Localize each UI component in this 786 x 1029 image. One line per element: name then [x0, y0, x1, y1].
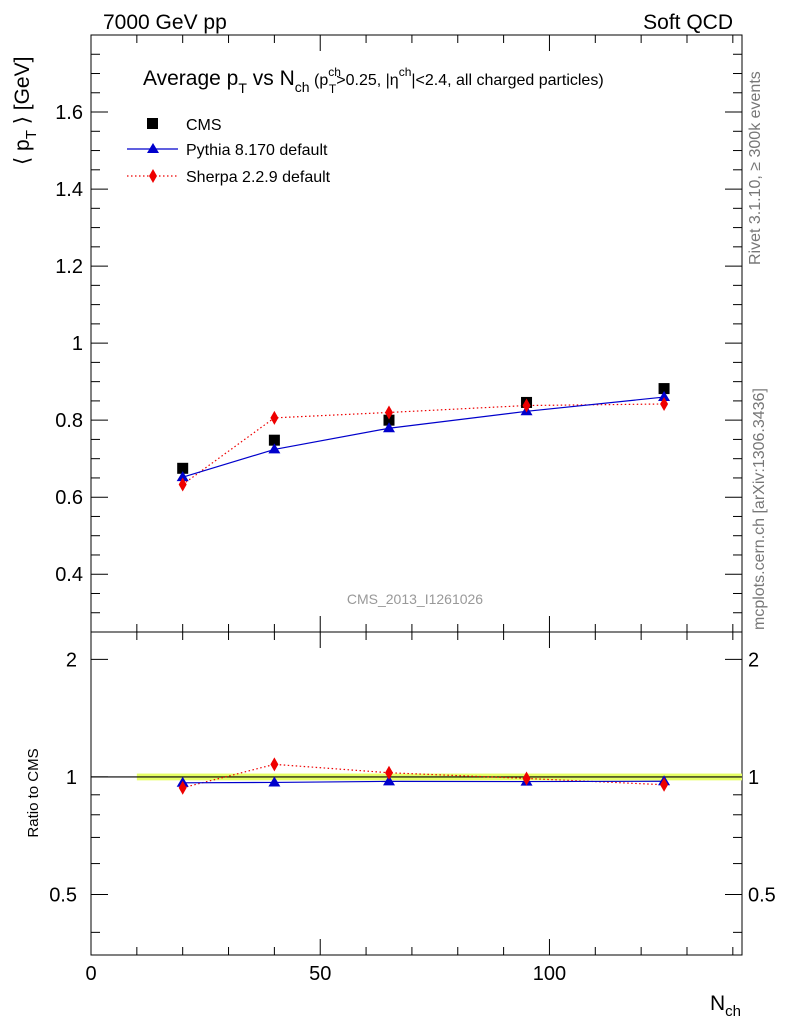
cms-point	[177, 462, 189, 474]
energy-label: 7000 GeV pp	[103, 11, 227, 34]
ratio-y-tick-label-right: 1	[748, 767, 759, 789]
ratio-panel-frame	[90, 631, 743, 956]
title-vs-sub: ch	[295, 79, 310, 95]
ratio-y-tick-label-right: 0.5	[748, 885, 776, 907]
legend-label-cms: CMS	[186, 117, 222, 134]
pythia-point	[176, 471, 189, 482]
ratio-pythia-point	[268, 776, 281, 787]
rivet-label: Rivet 3.1.10, ≥ 300k events	[747, 71, 764, 265]
x-label-main: N	[710, 992, 725, 1015]
title-cut-pt-sup: ch	[328, 65, 341, 79]
ratio-y-tick-label-left: 1	[66, 767, 77, 789]
legend-marker-sherpa	[149, 169, 157, 183]
y-tick-label: 1.2	[55, 256, 83, 278]
y-label-close: ⟩ [GeV]	[11, 57, 34, 131]
y-tick-label: 1.6	[55, 102, 83, 124]
pythia-line	[182, 396, 665, 478]
pythia-point	[268, 443, 281, 454]
x-label-sub: ch	[725, 1003, 741, 1020]
legend: CMS Pythia 8.170 default Sherpa 2.2.9 de…	[127, 117, 331, 186]
ratio-sherpa-point	[270, 757, 279, 772]
cms-point	[658, 383, 670, 395]
legend-marker-cms	[147, 118, 158, 129]
category-label: Soft QCD	[643, 11, 733, 34]
y-tick-label: 0.4	[55, 564, 83, 586]
ratio-y-tick-label-left: 2	[66, 649, 77, 671]
cms-point	[383, 414, 395, 426]
title-cut-end: |<2.4, all charged particles)	[411, 72, 603, 89]
cms-point	[268, 434, 280, 446]
title-cut-open: (p	[310, 72, 329, 89]
pythia-point	[658, 391, 671, 402]
y-tick-label: 0.8	[55, 410, 83, 432]
ratio-sherpa-line	[182, 763, 665, 789]
y-tick-label: 1.4	[55, 179, 83, 201]
sherpa-point	[270, 410, 279, 425]
ratio-pythia-point	[382, 775, 395, 786]
ratio-sherpa-point	[660, 777, 669, 792]
x-tick-label: 50	[309, 963, 331, 985]
title-cut-eta-sup: ch	[399, 65, 412, 79]
x-axis-label: Nch	[710, 992, 741, 1020]
analysis-id: CMS_2013_I1261026	[347, 591, 483, 607]
title-main-sub: T	[238, 80, 247, 96]
sherpa-point	[660, 396, 669, 411]
chart-marks: 0.4 0.6 0.8 1 1.2 1.4 1.6 0 50 100 0.5 0.5 1 1 2 2	[49, 34, 776, 985]
ratio-sherpa-point	[178, 780, 187, 795]
mcplots-label: mcplots.cern.ch [arXiv:1306.3436]	[751, 388, 768, 630]
plot-title: Average pT vs Nch (pch T>0.25, |ηch|<2.4,…	[143, 65, 604, 96]
title-vs: vs N	[247, 67, 295, 90]
ratio-y-tick-label-right: 2	[748, 649, 759, 671]
y-label-sub: T	[23, 130, 40, 139]
pythia-point	[382, 422, 395, 433]
title-cut-pt-sub: T	[329, 82, 337, 96]
x-tick-label: 0	[85, 963, 96, 985]
sherpa-point	[178, 477, 187, 492]
y-tick-label: 0.6	[55, 487, 83, 509]
title-main: Average p	[143, 67, 238, 90]
y-axis-label: ⟨ pT ⟩ [GeV]	[11, 57, 40, 165]
y-label-open: ⟨ p	[11, 139, 34, 165]
legend-marker-pythia	[147, 143, 159, 153]
sherpa-point	[522, 398, 531, 413]
y-tick-label: 1	[72, 333, 83, 355]
x-tick-label: 100	[533, 963, 566, 985]
title-cut-mid: >0.25, |η	[336, 72, 398, 89]
ratio-sherpa-point	[384, 765, 393, 780]
legend-label-pythia: Pythia 8.170 default	[186, 142, 328, 159]
ratio-sherpa-point	[522, 771, 531, 786]
legend-label-sherpa: Sherpa 2.2.9 default	[186, 169, 331, 186]
ratio-y-tick-label-left: 0.5	[49, 885, 77, 907]
sherpa-line	[182, 403, 665, 485]
ratio-y-axis-label: Ratio to CMS	[25, 748, 42, 837]
sherpa-point	[384, 405, 393, 420]
